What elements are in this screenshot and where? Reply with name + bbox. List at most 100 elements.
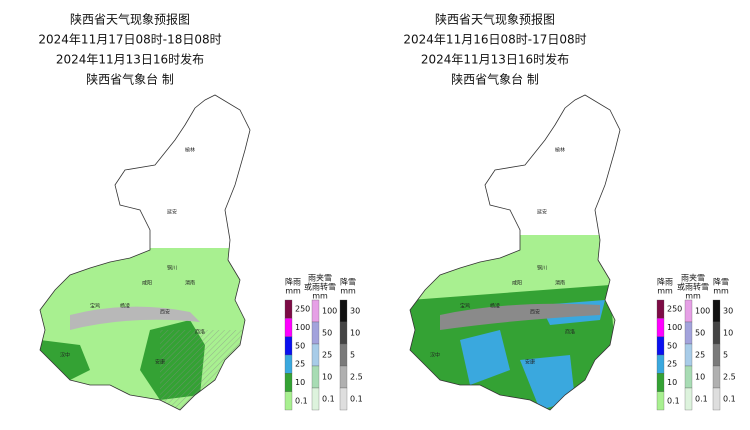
legend-title: 或雨转雪 xyxy=(677,282,709,292)
legend-title: 雨夹雪 xyxy=(308,273,332,283)
legend-label: 2.5 xyxy=(350,373,363,382)
legend-label: 10 xyxy=(667,378,677,387)
legend-title: mm xyxy=(685,292,701,301)
map-title: 2024年11月17日08时-18日08时 xyxy=(38,33,221,47)
city-label: 延安 xyxy=(167,209,177,216)
map-title: 2024年11月13日16时发布 xyxy=(56,52,204,67)
city-label: 商洛 xyxy=(195,329,205,336)
legend-title: 雨夹雪 xyxy=(681,273,705,283)
legend-label: 100 xyxy=(295,323,310,332)
legend-label: 250 xyxy=(667,305,682,314)
legend-label: 30 xyxy=(723,307,733,316)
legend-swatch xyxy=(712,365,721,389)
legend-label: 0.1 xyxy=(667,396,680,405)
legend-swatch xyxy=(284,373,293,392)
city-label: 宝鸡 xyxy=(460,303,470,310)
city-label: 咸阳 xyxy=(142,280,152,287)
legend-label: 50 xyxy=(295,341,305,350)
legend-swatch xyxy=(684,343,693,367)
legend-label: 0.1 xyxy=(723,395,736,404)
legend-swatch xyxy=(339,387,348,411)
legend-swatch xyxy=(284,318,293,337)
legend-swatch xyxy=(339,365,348,389)
city-label: 杨凌 xyxy=(120,303,130,310)
legend-label: 0.1 xyxy=(295,396,308,405)
legend-label: 100 xyxy=(695,307,710,316)
legend-swatch xyxy=(656,354,665,374)
legend-swatch xyxy=(684,299,693,323)
legend-swatch xyxy=(712,387,721,411)
legend-swatch xyxy=(712,321,721,345)
legend-label: 50 xyxy=(695,329,705,338)
legend-swatch xyxy=(311,365,320,389)
legend-swatch xyxy=(311,299,320,323)
legend-swatch xyxy=(684,387,693,411)
legend-label: 25 xyxy=(322,351,332,360)
legend-label: 100 xyxy=(322,307,337,316)
legend-swatch xyxy=(311,321,320,345)
city-label: 渭南 xyxy=(555,280,565,287)
map-title: 2024年11月16日08时-17日08时 xyxy=(403,33,586,47)
legend-label: 10 xyxy=(695,373,705,382)
legend-swatch xyxy=(656,318,665,337)
legend-swatch xyxy=(684,365,693,389)
legend-label: 50 xyxy=(322,329,332,338)
legend-title: mm xyxy=(340,287,356,296)
legend-label: 50 xyxy=(667,341,677,350)
city-label: 西安 xyxy=(160,309,170,316)
legend-label: 2.5 xyxy=(723,373,736,382)
legend-label: 0.1 xyxy=(695,395,708,404)
legend-swatch xyxy=(284,391,293,411)
map-title: 陕西省气象台 制 xyxy=(86,72,174,87)
legend-title: 降雪 xyxy=(713,277,729,287)
legend-swatch xyxy=(284,336,293,356)
legend-label: 5 xyxy=(723,351,728,360)
city-label: 延安 xyxy=(537,209,547,216)
legend-label: 25 xyxy=(667,360,677,369)
legend-swatch xyxy=(339,343,348,367)
legend-title: mm xyxy=(713,287,729,296)
legend-label: 10 xyxy=(723,329,733,338)
city-label: 汉中 xyxy=(430,352,440,359)
legend-swatch xyxy=(684,321,693,345)
legend-label: 25 xyxy=(295,360,305,369)
map-title: 陕西省天气现象预报图 xyxy=(70,12,190,27)
legend-label: 0.1 xyxy=(322,395,335,404)
city-label: 汉中 xyxy=(60,352,70,359)
legend-label: 10 xyxy=(322,373,332,382)
legend-swatch xyxy=(712,343,721,367)
legend-title: mm xyxy=(285,287,301,296)
legend-swatch xyxy=(311,387,320,411)
legend-swatch xyxy=(339,321,348,345)
legend-label: 25 xyxy=(695,351,705,360)
city-label: 渭南 xyxy=(185,280,195,287)
map-title: 陕西省天气现象预报图 xyxy=(435,12,555,27)
legend-label: 10 xyxy=(350,329,360,338)
city-label: 铜川 xyxy=(167,265,177,272)
legend-label: 0.1 xyxy=(350,395,363,404)
legend-label: 10 xyxy=(295,378,305,387)
city-label: 安康 xyxy=(155,359,165,366)
legend-label: 30 xyxy=(350,307,360,316)
map-title: 2024年11月13日16时发布 xyxy=(421,52,569,67)
legend-label: 100 xyxy=(667,323,682,332)
legend-title: mm xyxy=(312,292,328,301)
map-title: 陕西省气象台 制 xyxy=(451,72,539,87)
legend-title: 或雨转雪 xyxy=(304,282,336,292)
city-label: 宝鸡 xyxy=(90,303,100,310)
city-label: 安康 xyxy=(525,359,535,366)
city-label: 西安 xyxy=(530,309,540,316)
legend-swatch xyxy=(656,336,665,356)
city-label: 咸阳 xyxy=(512,280,522,287)
legend-swatch xyxy=(284,299,293,319)
legend-swatch xyxy=(656,373,665,392)
legend-title: 降雪 xyxy=(340,277,356,287)
legend-swatch xyxy=(656,299,665,319)
legend-swatch xyxy=(339,299,348,323)
city-label: 榆林 xyxy=(555,147,565,154)
legend-title: 降雨 xyxy=(285,277,301,287)
legend-label: 250 xyxy=(295,305,310,314)
